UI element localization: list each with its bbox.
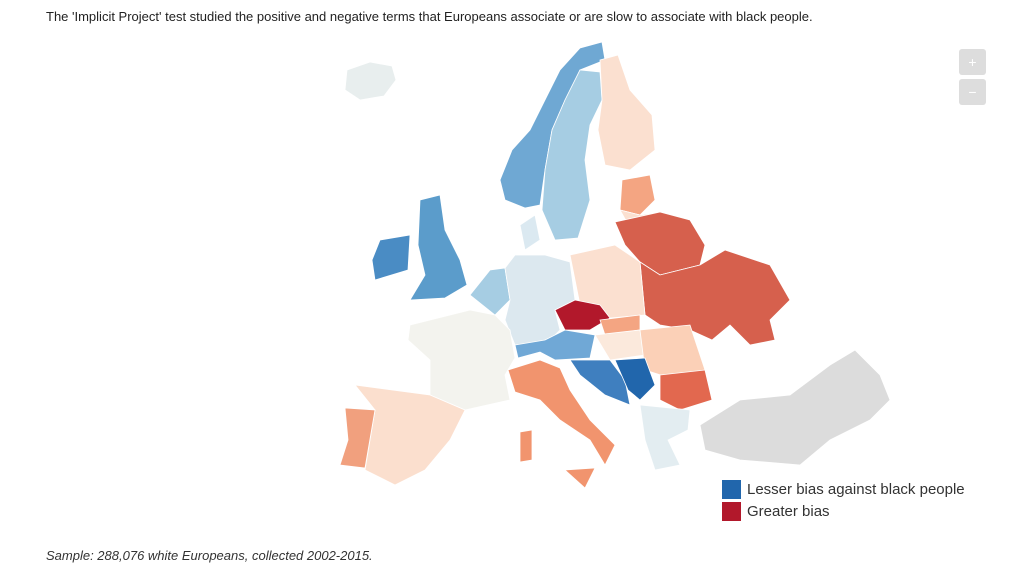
title: The 'Implicit Project' test studied the … (46, 9, 813, 24)
italy (507, 359, 616, 466)
bulgaria (659, 369, 713, 411)
baltics (619, 174, 656, 216)
austria-switzerland (514, 329, 596, 361)
legend-swatch (722, 502, 741, 521)
norway (499, 41, 606, 209)
greece (639, 404, 691, 471)
legend-label: Lesser bias against black people (747, 481, 965, 498)
uk (409, 194, 468, 301)
finland (597, 54, 656, 171)
hungary (594, 329, 646, 361)
zoom-out-button[interactable]: − (959, 79, 986, 105)
sweden (541, 69, 603, 241)
legend-label: Greater bias (747, 503, 830, 520)
germany (504, 254, 576, 346)
benelux (469, 267, 511, 316)
france (407, 309, 516, 411)
legend-swatch (722, 480, 741, 499)
balkans-west (569, 359, 631, 406)
sicily (564, 467, 596, 489)
turkey (699, 349, 891, 466)
portugal (339, 407, 376, 469)
country-shapes (339, 41, 891, 489)
serbia (614, 357, 656, 401)
sardinia (519, 429, 533, 463)
denmark (519, 214, 541, 251)
footnote: Sample: 288,076 white Europeans, collect… (46, 548, 373, 563)
ireland (371, 234, 411, 281)
zoom-in-button[interactable]: + (959, 49, 986, 75)
iceland (344, 61, 397, 101)
